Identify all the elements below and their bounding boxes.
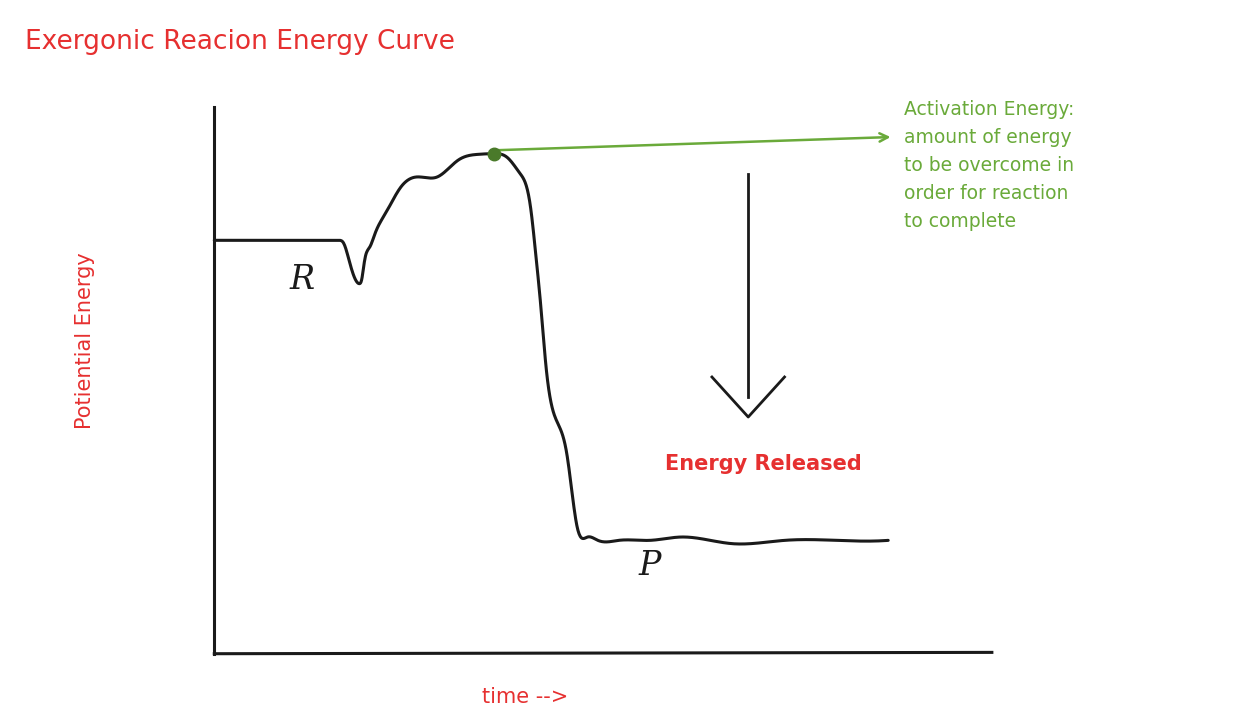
Text: Activation Energy:
amount of energy
to be overcome in
order for reaction
to comp: Activation Energy: amount of energy to b…: [903, 100, 1074, 231]
Text: R: R: [289, 263, 314, 296]
Text: Energy Released: Energy Released: [665, 453, 862, 473]
Text: Potiential Energy: Potiential Energy: [74, 252, 94, 428]
Text: time -->: time -->: [482, 687, 569, 707]
Text: P: P: [639, 550, 660, 583]
Text: Exergonic Reacion Energy Curve: Exergonic Reacion Energy Curve: [25, 29, 455, 54]
